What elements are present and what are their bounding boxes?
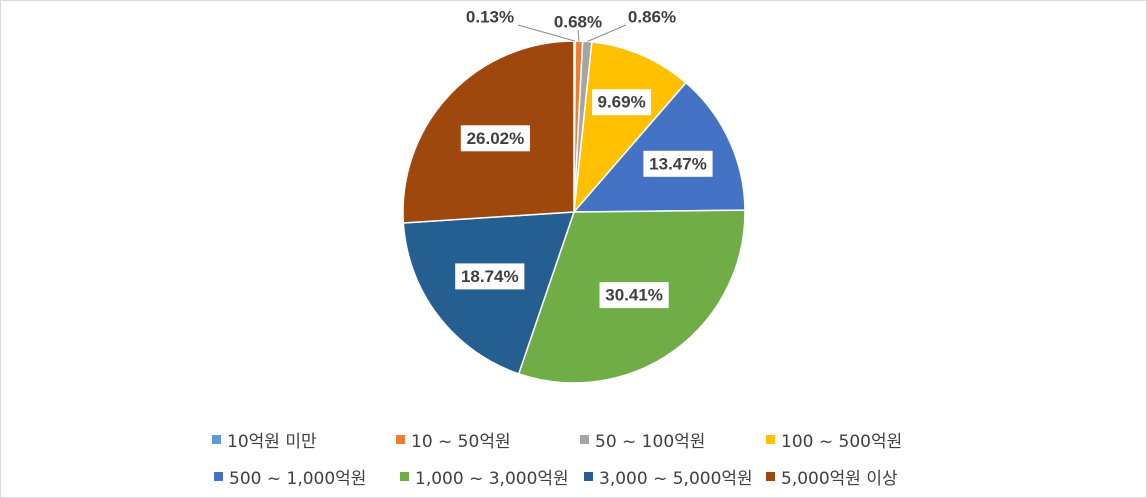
legend-swatch xyxy=(214,471,223,481)
legend-swatch xyxy=(396,434,405,444)
legend-label: 1,000 ~ 3,000억원 xyxy=(415,468,569,489)
data-label: 0.68% xyxy=(554,13,602,32)
legend-item: 3,000 ~ 5,000억원 xyxy=(584,464,753,489)
legend-item: 1,000 ~ 3,000억원 xyxy=(400,464,569,489)
data-labels: 0.13% 0.68% 0.86% 9.69% 13.47% 30.41% 18.74% 26… xyxy=(455,8,713,309)
data-label-box xyxy=(455,263,525,290)
legend-swatch xyxy=(212,434,221,444)
pie-slice xyxy=(573,41,688,215)
legend-item: 10 ~ 50억원 xyxy=(396,427,511,452)
legend-swatch xyxy=(580,434,589,444)
legend-item: 10억원 미만 xyxy=(212,427,317,452)
data-label: 0.13% xyxy=(466,8,514,27)
data-label-box xyxy=(643,150,713,177)
data-label: 30.41% xyxy=(605,286,663,305)
legend-label: 5,000억원 이상 xyxy=(781,468,898,489)
data-label-box xyxy=(599,282,669,309)
legend-label: 10억원 미만 xyxy=(227,431,317,452)
legend-item: 50 ~ 100억원 xyxy=(580,427,706,452)
data-label: 0.86% xyxy=(628,8,676,27)
pie-slice xyxy=(572,81,746,213)
data-label: 9.69% xyxy=(597,93,645,112)
legend-label: 50 ~ 100억원 xyxy=(595,431,706,452)
leader-line xyxy=(577,29,580,42)
legend-row: 10억원 미만 10 ~ 50억원 50 ~ 100억원 100 ~ 500억원 xyxy=(0,427,1147,452)
data-label-box xyxy=(592,89,652,116)
legend-swatch xyxy=(766,471,775,481)
leader-lines xyxy=(517,24,627,42)
legend-label: 100 ~ 500억원 xyxy=(781,431,903,452)
legend-swatch xyxy=(766,434,775,444)
data-label: 18.74% xyxy=(461,267,519,286)
legend-label: 500 ~ 1,000억원 xyxy=(229,468,367,489)
pie-slice xyxy=(402,211,576,375)
legend-swatch xyxy=(400,471,409,481)
pie-chart: 0.13% 0.68% 0.86% 9.69% 13.47% 30.41% 18.74% 26… xyxy=(402,8,746,384)
pie-slices xyxy=(402,40,746,384)
leader-line xyxy=(587,24,627,42)
legend-item: 100 ~ 500억원 xyxy=(766,427,903,452)
data-label: 13.47% xyxy=(649,154,707,173)
leader-line xyxy=(517,24,575,42)
data-label: 26.02% xyxy=(467,129,525,148)
legend-label: 3,000 ~ 5,000억원 xyxy=(599,468,753,489)
legend-item: 5,000억원 이상 xyxy=(766,464,898,489)
legend-row: 500 ~ 1,000억원 1,000 ~ 3,000억원 3,000 ~ 5,00… xyxy=(0,464,1147,489)
legend-swatch xyxy=(584,471,593,481)
legend-label: 10 ~ 50억원 xyxy=(411,431,511,452)
data-label-box xyxy=(460,125,530,152)
legend-item: 500 ~ 1,000억원 xyxy=(214,464,367,489)
